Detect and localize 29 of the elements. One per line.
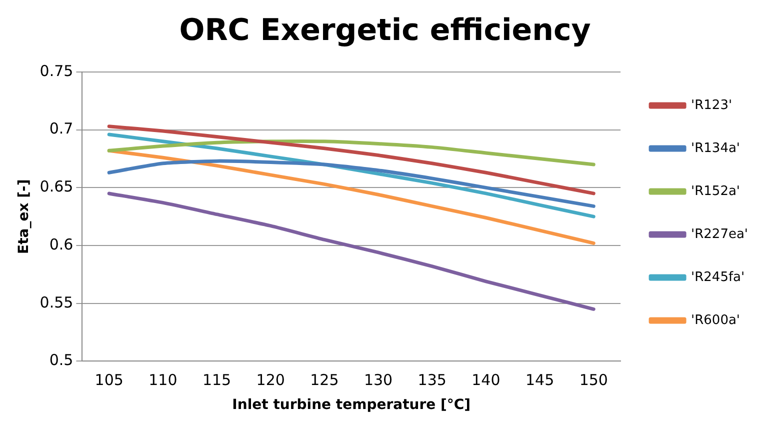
y-axis-title: Eta_ex [-] [16, 179, 32, 254]
line-series [107, 124, 596, 196]
x-tick-label: 105 [94, 371, 124, 390]
legend-label: 'R245fa' [691, 270, 745, 285]
x-tick-label: 140 [472, 371, 500, 390]
legend-label: 'R227ea' [691, 226, 748, 242]
x-tick-label: 125 [310, 371, 339, 390]
legend-label: 'R123' [691, 98, 732, 113]
x-tick-label: 150 [579, 371, 608, 390]
x-tick-label: 130 [364, 371, 393, 390]
y-tick-label: 0.5 [49, 351, 74, 370]
line-series [107, 140, 596, 166]
y-tick-label: 0.55 [40, 293, 74, 312]
legend-label: 'R600a' [691, 312, 740, 328]
x-tick-label: 135 [418, 371, 446, 390]
x-axis-title: Inlet turbine temperature [°C] [232, 397, 471, 414]
y-tick-label: 0.75 [40, 62, 74, 80]
y-tick-label: 0.65 [40, 178, 74, 196]
line-series [107, 159, 596, 208]
y-tick-label: 0.6 [49, 235, 74, 254]
x-tick-label: 110 [148, 371, 178, 390]
y-tick-label: 0.7 [49, 120, 74, 138]
x-tick-label: 115 [202, 371, 232, 390]
legend-label: 'R134a' [691, 140, 740, 156]
line-series [107, 192, 596, 311]
x-tick-label: 145 [525, 371, 554, 390]
legend-label: 'R152a' [691, 184, 740, 199]
chart-title: ORC Exergetic efficiency [179, 12, 592, 48]
x-tick-label: 120 [256, 371, 285, 390]
